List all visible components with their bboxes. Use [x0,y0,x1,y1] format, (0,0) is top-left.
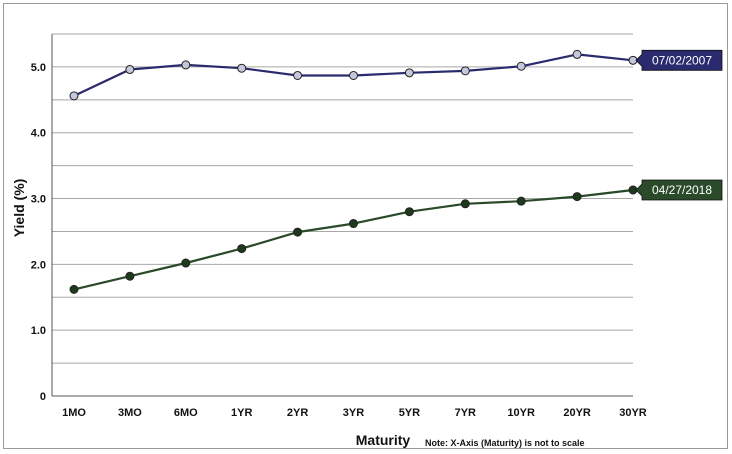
y-tick-label: 2.0 [31,259,46,271]
y-tick-label: 3.0 [31,194,46,206]
data-point [181,60,191,70]
data-point [460,199,470,209]
x-tick-label: 3MO [118,407,142,419]
data-point [572,192,582,202]
data-point [125,271,135,281]
x-tick-label: 1YR [231,407,252,419]
series-1 [69,49,638,101]
legend-flags: 07/02/2007 04/27/2018 [635,49,723,201]
data-point [237,244,247,254]
x-tick-label: 5YR [399,407,420,419]
data-point [572,49,582,59]
y-tick-label: 0 [40,391,46,403]
legend-flag-shape [635,49,723,71]
y-axis-ticks: 0 1.0 2.0 3.0 4.0 5.0 [31,62,46,403]
series-2 [69,185,638,294]
x-tick-label: 7YR [455,407,476,419]
y-axis-title: Yield (%) [11,179,27,238]
data-point [404,68,414,78]
y-tick-label: 5.0 [31,62,46,74]
data-point [237,63,247,73]
x-axis-note: Note: X-Axis (Maturity) is not to scale [425,438,585,448]
data-point [69,91,79,101]
x-tick-label: 1MO [62,407,86,419]
x-tick-label: 10YR [507,407,535,419]
data-point [69,284,79,294]
x-tick-label: 3YR [343,407,364,419]
data-point [125,65,135,75]
legend-flag-shape [635,179,723,201]
data-point [460,66,470,76]
y-tick-label: 1.0 [31,325,46,337]
data-point [404,207,414,217]
x-tick-label: 2YR [287,407,308,419]
x-tick-label: 6MO [174,407,198,419]
axes [51,34,633,397]
legend-flag-label: 04/27/2018 [652,183,712,197]
data-point [516,61,526,71]
data-point [516,196,526,206]
x-axis-title: Maturity [356,432,411,448]
x-tick-label: 30YR [619,407,647,419]
data-point [349,219,358,229]
series-line [73,188,634,291]
legend-flag-label: 07/02/2007 [652,53,712,67]
chart-frame [3,3,728,449]
y-tick-label: 4.0 [31,128,46,140]
data-point [293,70,303,80]
gridlines [52,33,633,364]
data-point [293,227,303,237]
series-layer [69,49,638,294]
legend-flag-1: 07/02/2007 [635,49,723,71]
data-point [181,258,191,268]
data-point [349,70,358,80]
x-tick-label: 20YR [563,407,591,419]
legend-flag-2: 04/27/2018 [635,179,723,201]
x-axis-ticks: 1MO 3MO 6MO 1YR 2YR 3YR 5YR 7YR 10YR 20YR 30YR [62,407,647,419]
